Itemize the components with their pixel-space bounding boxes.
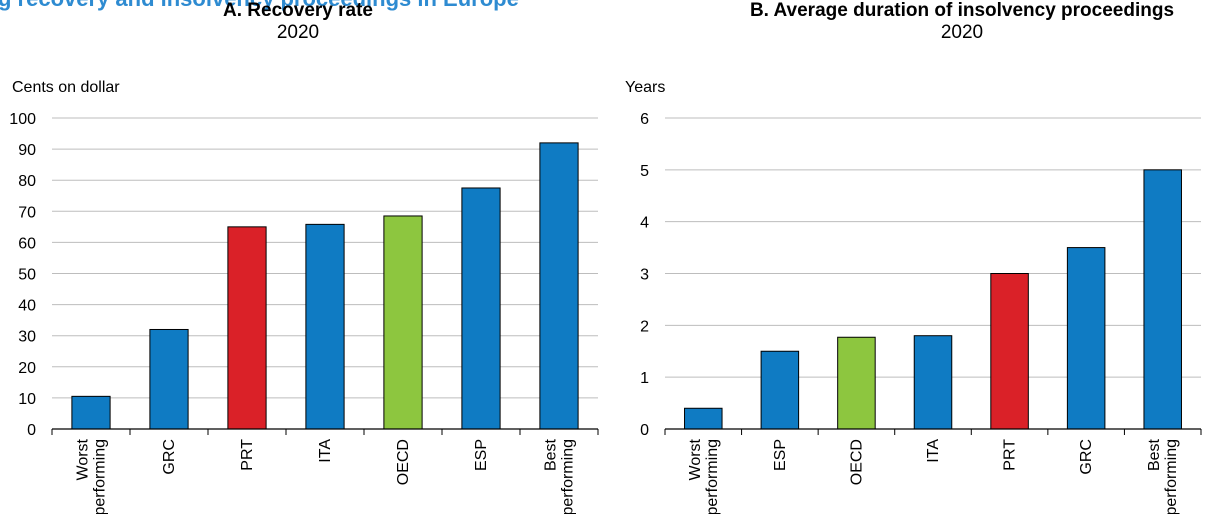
x-tick-label: ESP — [772, 439, 789, 471]
x-tick-label: GRC — [1078, 439, 1095, 475]
bar-worst-performing — [71, 395, 111, 430]
bar-ita — [305, 223, 345, 430]
x-tick-label: Bestperforming — [543, 438, 577, 514]
x-tick-label: ITA — [925, 439, 942, 463]
chart-title: B. Average duration of insolvency procee… — [749, 0, 1175, 21]
y-tick-label: 10 — [18, 391, 36, 408]
x-tick-label: PRT — [1002, 439, 1019, 471]
x-tick-label: ITA — [317, 439, 334, 463]
bar-oecd — [383, 215, 423, 430]
bar-grc — [149, 328, 189, 430]
page-heading: g recovery and insolvency proceedings in… — [0, 0, 519, 12]
y-tick-label: 60 — [18, 235, 36, 252]
y-tick-label: 0 — [640, 422, 649, 439]
x-tick-label: OECD — [848, 439, 865, 485]
y-axis-label: Cents on dollar — [12, 79, 120, 96]
y-tick-label: 4 — [640, 215, 649, 232]
y-tick-label: 6 — [640, 111, 649, 128]
y-tick-label: 30 — [18, 329, 36, 346]
bar-plot-insolvency-duration: 0 1 2 3 4 5 6 Worstperforming ESP OECD ITA PRT GRC Be… — [640, 111, 1202, 514]
bar-prt — [990, 273, 1029, 430]
chart-recovery-rate: A. Recovery rate 2020 Cents on dollar 0 1… — [9, 0, 599, 514]
bar-esp — [760, 350, 800, 430]
bar-best-performing — [1143, 169, 1182, 430]
bar-worst-performing — [684, 407, 723, 430]
y-tick-label: 5 — [640, 163, 649, 180]
bar-best-performing — [539, 142, 579, 430]
y-tick-label: 3 — [640, 267, 649, 284]
y-tick-label: 20 — [18, 360, 36, 377]
y-tick-label: 50 — [18, 267, 36, 284]
y-tick-label: 100 — [9, 111, 36, 128]
x-tick-label: Bestperforming — [1146, 438, 1180, 514]
bar-grc — [1066, 247, 1106, 430]
x-tick-label: PRT — [239, 439, 256, 471]
bar-oecd — [837, 336, 876, 430]
x-tick-label: ESP — [473, 439, 490, 471]
chart-insolvency-duration: B. Average duration of insolvency procee… — [607, 0, 1214, 514]
bar-esp — [461, 187, 501, 430]
bar-prt — [227, 226, 267, 430]
x-tick-label: GRC — [161, 439, 178, 475]
x-tick-label: Worstperforming — [687, 438, 721, 514]
y-tick-label: 1 — [640, 370, 649, 387]
y-tick-label: 70 — [18, 204, 36, 221]
chart-subtitle: 2020 — [940, 22, 984, 43]
x-tick-label: OECD — [395, 439, 412, 485]
y-tick-label: 40 — [18, 298, 36, 315]
y-tick-label: 90 — [18, 142, 36, 159]
chart-subtitle: 2020 — [276, 22, 320, 43]
y-axis-label: Years — [625, 79, 666, 96]
y-tick-label: 80 — [18, 173, 36, 190]
chart-title: A. Recovery rate — [223, 0, 373, 21]
y-tick-label: 0 — [27, 422, 36, 439]
x-tick-label: Worstperforming — [75, 438, 109, 514]
bar-plot-recovery-rate: 0 10 20 30 40 50 60 70 80 90 100 Worstperforming GRC… — [9, 111, 599, 514]
bar-ita — [913, 335, 953, 430]
y-tick-label: 2 — [640, 318, 649, 335]
